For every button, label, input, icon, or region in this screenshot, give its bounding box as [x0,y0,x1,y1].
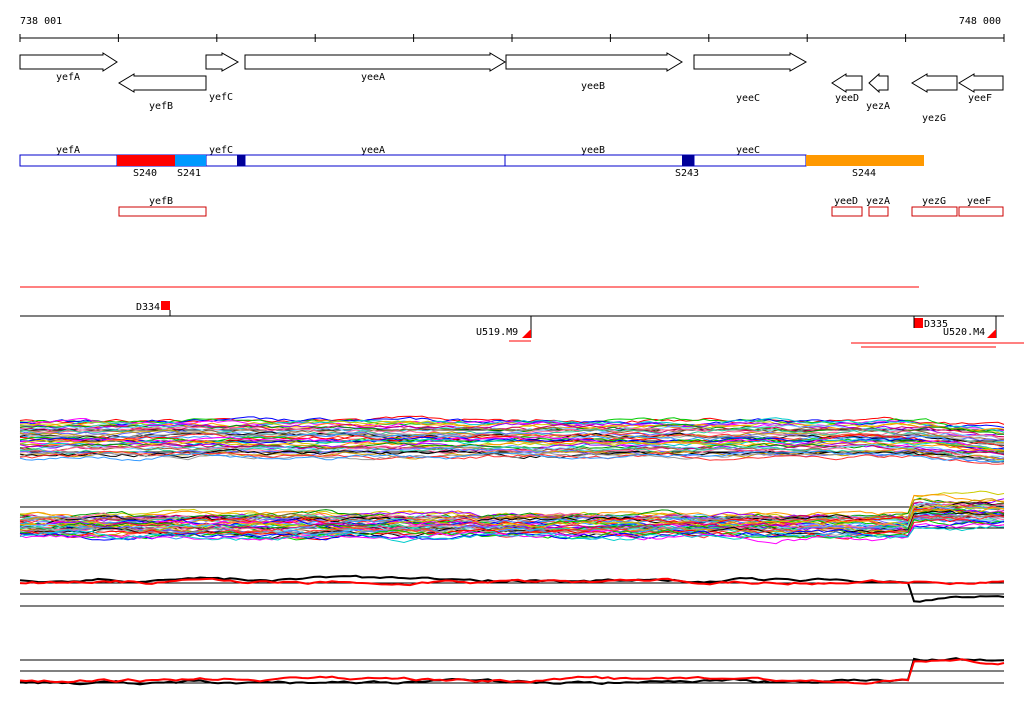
expression-panel-2 [19,490,1005,545]
feature-track: D334 U519.M9 D335 U520.M4 [20,286,1024,348]
expression-panel-1 [19,415,1005,465]
expression-trace [19,417,1005,433]
expression-trace [19,523,1005,545]
expression-panel-4 [19,657,1005,686]
minus-box-yezG[interactable] [911,206,958,217]
segment-gene-label: yeeC [736,145,760,156]
gene-label: yeeA [361,72,385,83]
feature-label: D334 [136,302,160,313]
gene-label: yefC [209,92,233,103]
expression-trace [19,502,1004,526]
gene-yeeC[interactable]: yeeC [693,52,808,104]
gene-label: yefB [149,101,173,112]
ruler-end-label: 748 000 [959,16,1001,27]
expression-trace [19,490,1005,521]
feature-marker-U520[interactable] [987,329,996,338]
segment-S243[interactable] [682,155,694,166]
gene-yeeA[interactable]: yeeA [244,52,506,83]
gene-yefC[interactable]: yefC [205,52,240,103]
minus-box-yezA[interactable] [868,206,889,217]
expression-trace [19,658,1005,685]
gene-label: yezG [922,113,946,124]
gene-yezG[interactable]: yezG [911,73,958,124]
segment-gene-label: yefC [209,145,233,156]
segment-marker[interactable] [237,155,245,166]
expression-trace [19,525,1005,544]
expression-trace [19,508,1005,538]
expression-tracks [19,415,1005,686]
gene-label: yeeD [835,93,859,104]
expression-trace [19,501,1005,526]
gene-yezA[interactable]: yezA [866,72,890,112]
expression-trace [19,444,1005,460]
feature-marker-U519[interactable] [522,329,531,338]
expression-trace [19,517,1005,537]
gene-label: yefA [56,72,80,83]
segment-label: S244 [852,168,876,179]
gene-yeeD[interactable]: yeeD [831,73,863,104]
gene-label: yeeB [581,81,605,92]
minus-box-yeeD[interactable] [831,206,863,217]
expression-trace [19,519,1005,541]
coordinate-ruler: 738 001 748 000 [19,16,1005,42]
minus-gene-label: yeeF [967,196,991,207]
gene-arrow-track: yefA yefB yefC yeeA yeeB yeeC yeeD yezA [19,52,1004,124]
feature-marker-D335[interactable] [914,318,923,328]
expression-trace [19,450,1005,463]
minus-box-yefB[interactable] [118,206,207,217]
gene-yefB[interactable]: yefB [118,73,207,112]
expression-trace [19,577,1005,587]
gene-yefA[interactable]: yefA [19,52,118,83]
gene-label: yezA [866,101,890,112]
segment-S244[interactable] [806,155,924,166]
segment-label: S240 [133,168,157,179]
expression-trace [19,450,1005,465]
minus-gene-label: yezA [866,196,890,207]
minus-box-yeeF[interactable] [958,206,1004,217]
segment-gene-label: yeeA [361,145,385,156]
expression-trace [19,431,1005,448]
feature-label: U520.M4 [943,327,985,338]
expression-panel-3 [19,574,1005,607]
segment-track: yefA yefC yeeA yeeB yeeC S240 S241 S243 … [19,145,1004,217]
ruler-start-label: 738 001 [20,16,62,27]
minus-gene-label: yeeD [834,196,858,207]
segment-S240[interactable] [117,155,175,166]
expression-trace [19,421,1005,437]
feature-marker-D334[interactable] [161,301,170,310]
segment-gene-label: yefA [56,145,80,156]
feature-label: U519.M9 [476,327,518,338]
expression-trace [19,519,1005,541]
segment-label: S241 [177,168,201,179]
gene-label: yeeF [968,93,992,104]
minus-gene-label: yezG [922,196,946,207]
expression-trace [20,417,1005,432]
expression-trace [19,446,1005,461]
segment-label: S243 [675,168,699,179]
gene-label: yeeC [736,93,760,104]
minus-gene-label: yefB [149,196,173,207]
feature-label: D335 [924,319,948,330]
expression-trace [19,438,1005,452]
expression-trace [19,494,1005,520]
gene-yeeB[interactable]: yeeB [505,52,683,92]
segment-S241[interactable] [175,155,206,166]
segment-gene-label: yeeB [581,145,605,156]
gene-yeeF[interactable]: yeeF [958,73,1004,104]
